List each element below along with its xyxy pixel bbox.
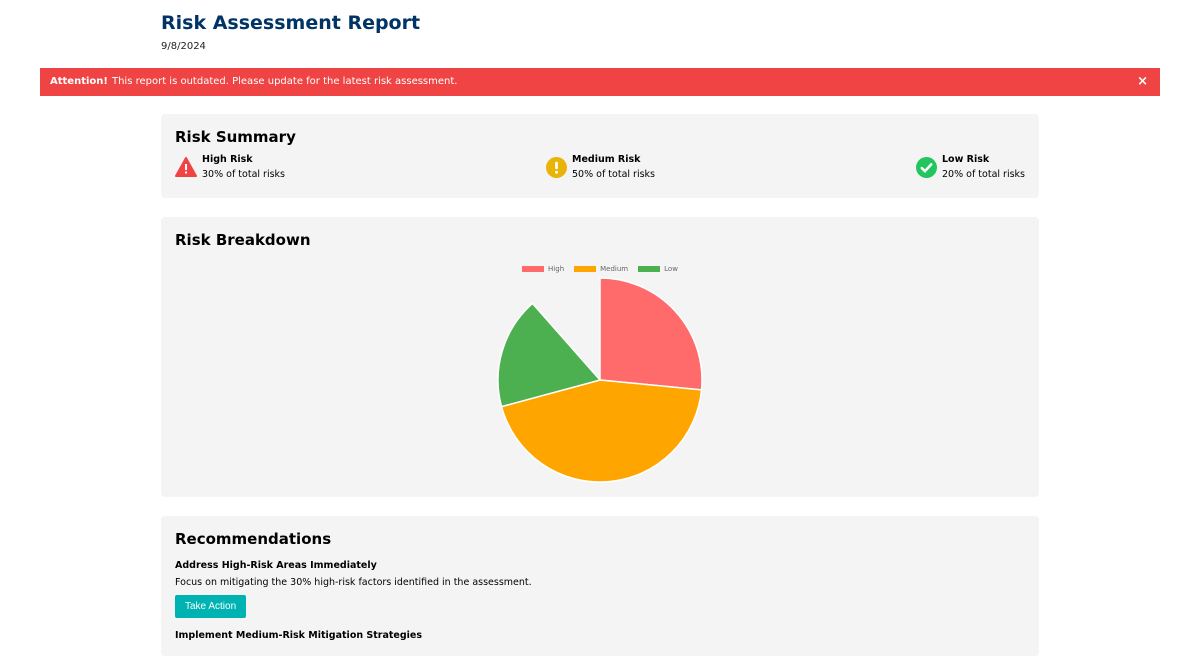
summary-label: Low Risk bbox=[942, 154, 990, 165]
legend-medium[interactable]: Medium bbox=[574, 265, 628, 273]
recommendation-heading: Address High-Risk Areas Immediately bbox=[175, 560, 377, 571]
report-date: 9/8/2024 bbox=[161, 41, 206, 52]
alert-strong: Attention! bbox=[50, 76, 108, 87]
warning-triangle-icon bbox=[175, 157, 197, 177]
summary-detail: 30% of total risks bbox=[202, 169, 285, 180]
summary-detail: 50% of total risks bbox=[572, 169, 655, 180]
summary-label: High Risk bbox=[202, 154, 253, 165]
legend-high[interactable]: High bbox=[522, 265, 564, 273]
pie-slice-low[interactable] bbox=[497, 302, 602, 408]
summary-label: Medium Risk bbox=[572, 154, 641, 165]
take-action-button[interactable]: Take Action bbox=[175, 595, 247, 618]
recommendations-card: Recommendations Address High-Risk Areas … bbox=[161, 516, 1039, 656]
recommendation-text: Focus on mitigating the 30% high-risk fa… bbox=[175, 577, 532, 588]
alert-message: This report is outdated. Please update f… bbox=[111, 76, 458, 87]
summary-high: High Risk 30% of total risks bbox=[175, 154, 285, 180]
summary-low: Low Risk 20% of total risks bbox=[916, 154, 1025, 180]
outdated-alert-banner: Attention! This report is outdated. Plea… bbox=[40, 68, 1160, 96]
chart-legend: High Medium Low bbox=[175, 265, 1025, 273]
page-title: Risk Assessment Report bbox=[161, 12, 421, 34]
summary-detail: 20% of total risks bbox=[942, 169, 1025, 180]
section-title: Recommendations bbox=[175, 530, 332, 548]
risk-summary-card: Risk Summary High Risk 30% of total risks… bbox=[161, 114, 1039, 198]
pie-slice-medium[interactable] bbox=[500, 379, 703, 483]
check-circle-icon bbox=[916, 156, 937, 178]
summary-medium: Medium Risk 50% of total risks bbox=[546, 154, 655, 180]
risk-breakdown-card: Risk Breakdown High Medium Low bbox=[161, 217, 1039, 497]
recommendation-heading: Implement Medium-Risk Mitigation Strateg… bbox=[175, 630, 423, 641]
risk-pie-chart bbox=[497, 277, 703, 483]
pie-slice-high[interactable] bbox=[599, 277, 703, 391]
section-title: Risk Breakdown bbox=[175, 231, 311, 249]
exclamation-circle-icon bbox=[546, 156, 567, 178]
legend-low[interactable]: Low bbox=[638, 265, 678, 273]
section-title: Risk Summary bbox=[175, 128, 296, 146]
close-icon[interactable]: × bbox=[1137, 74, 1148, 89]
